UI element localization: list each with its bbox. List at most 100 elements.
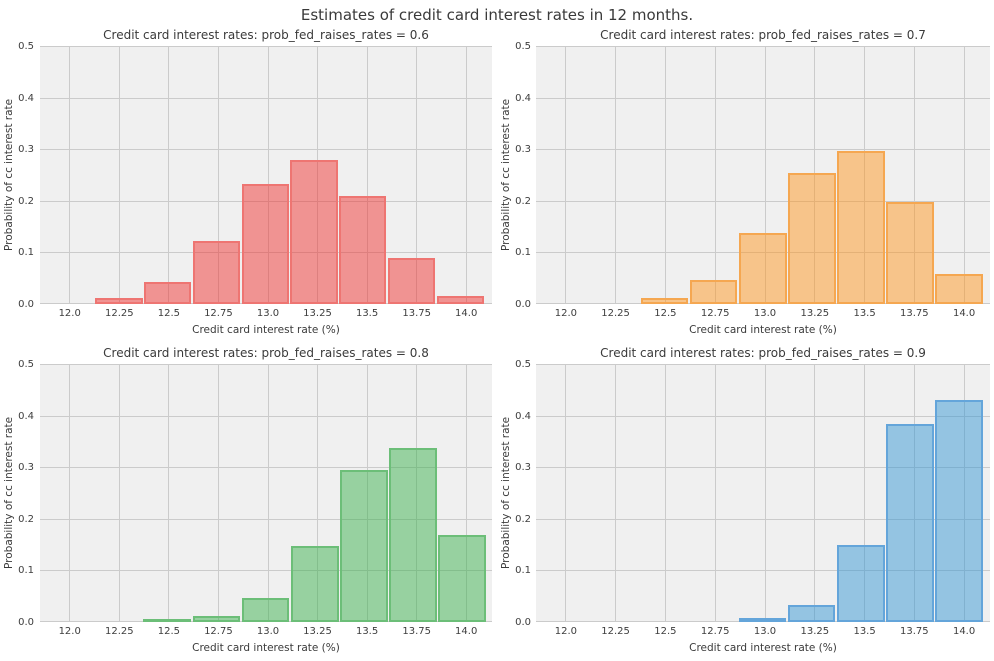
x-tick-label: 13.25 (800, 308, 830, 319)
x-tick-label: 13.25 (800, 626, 830, 637)
gridline-horizontal (40, 46, 492, 47)
gridline-horizontal (536, 415, 990, 417)
x-tick-label: 13.5 (853, 626, 876, 637)
y-tick-label: 0.0 (18, 617, 34, 628)
y-tick-label: 0.1 (515, 565, 531, 577)
x-tick-label: 12.5 (654, 626, 677, 637)
histogram-bar (241, 597, 290, 622)
histogram-bar (143, 619, 192, 622)
histogram-bar (95, 298, 143, 304)
plot-area (40, 46, 492, 304)
y-tick-label: 0.2 (18, 195, 34, 207)
x-tick-label: 12.0 (58, 626, 81, 637)
x-tick-labels: 12.0 12.25 12.5 12.75 13.0 13.25 13.5 13.75 14.0 (40, 625, 492, 639)
gridline-horizontal (536, 97, 990, 99)
gridline-horizontal (40, 415, 492, 417)
y-tick-labels: 0.0 0.1 0.2 0.3 0.4 0.5 (497, 359, 531, 628)
x-tick-label: 12.75 (700, 308, 730, 319)
gridline-vertical (118, 46, 120, 304)
gridline-vertical (565, 364, 567, 622)
gridline-vertical (615, 46, 617, 304)
gridline-vertical (714, 46, 716, 304)
gridline-vertical (864, 364, 866, 622)
x-tick-label: 12.0 (554, 626, 578, 637)
x-tick-label: 12.75 (204, 308, 233, 319)
x-tick-label: 13.0 (753, 308, 777, 319)
gridline-horizontal (536, 200, 990, 202)
x-tick-labels: 12.0 12.25 12.5 12.75 13.0 13.25 13.5 13.75 14.0 (40, 307, 492, 321)
y-tick-label: 0.1 (18, 565, 34, 577)
histogram-bar (339, 196, 387, 304)
x-tick-label: 13.75 (402, 626, 431, 637)
x-tick-label: 14.0 (952, 626, 976, 637)
histogram-bar (640, 298, 689, 304)
y-tick-label: 0.4 (515, 92, 531, 104)
histogram-bar (438, 535, 487, 622)
gridline-horizontal (536, 364, 990, 365)
y-tick-label: 0.4 (515, 410, 531, 422)
gridline-vertical (913, 46, 915, 304)
x-tick-label: 14.0 (455, 626, 478, 637)
gridline-vertical (465, 46, 467, 304)
gridline-horizontal (40, 467, 492, 469)
histogram-bar (837, 150, 885, 304)
x-tick-label: 13.5 (853, 308, 876, 319)
subplot-title: Credit card interest rates: prob_fed_rai… (600, 346, 926, 360)
gridline-vertical (416, 46, 418, 304)
y-tick-label: 0.2 (18, 513, 34, 525)
gridline-vertical (615, 364, 617, 622)
gridline-horizontal (536, 570, 990, 572)
y-tick-label: 0.5 (515, 41, 531, 52)
y-tick-label: 0.2 (515, 195, 531, 207)
gridline-vertical (267, 46, 269, 304)
histogram-bar (788, 172, 836, 304)
x-axis-label: Credit card interest rate (%) (192, 642, 340, 654)
gridline-vertical (168, 364, 170, 622)
x-tick-label: 12.25 (601, 626, 630, 637)
histogram-bar (738, 617, 787, 622)
gridline-horizontal (40, 97, 492, 99)
gridline-vertical (465, 364, 467, 622)
gridline-vertical (764, 364, 766, 622)
x-tick-label: 13.75 (899, 626, 929, 637)
x-tick-label: 13.0 (256, 626, 280, 637)
histogram-bar (935, 274, 983, 304)
gridline-vertical (217, 46, 219, 304)
gridline-vertical (565, 46, 567, 304)
x-tick-label: 12.75 (204, 626, 233, 637)
y-tick-label: 0.2 (515, 513, 531, 525)
histogram-bar (340, 470, 388, 622)
gridline-vertical (664, 364, 666, 622)
x-tick-labels: 12.0 12.25 12.5 12.75 13.0 13.25 13.5 13.75 14.0 (536, 307, 990, 321)
histogram-bar (689, 279, 738, 304)
y-tick-labels: 0.0 0.1 0.2 0.3 0.4 0.5 (0, 359, 34, 628)
gridline-horizontal (536, 467, 990, 469)
gridline-horizontal (536, 46, 990, 47)
subplot-prob-0.9: Credit card interest rates: prob_fed_rai… (497, 318, 994, 661)
gridline-vertical (267, 364, 269, 622)
gridline-vertical (714, 364, 716, 622)
y-tick-label: 0.3 (515, 462, 531, 474)
x-tick-label: 13.0 (256, 308, 280, 319)
x-tick-label: 12.5 (157, 308, 181, 319)
gridline-vertical (664, 46, 666, 304)
y-tick-label: 0.4 (18, 410, 34, 422)
x-axis-label: Credit card interest rate (%) (689, 642, 837, 654)
gridline-horizontal (536, 149, 990, 151)
y-tick-label: 0.5 (18, 359, 34, 370)
x-tick-label: 13.75 (402, 308, 431, 319)
figure-title: Estimates of credit card interest rates … (300, 6, 694, 24)
gridline-horizontal (40, 149, 492, 151)
histogram-bar (935, 400, 983, 622)
histogram-bar (192, 615, 241, 622)
histogram-bar (387, 257, 436, 304)
histogram-bar (389, 448, 437, 622)
y-tick-label: 0.4 (18, 92, 34, 104)
gridline-horizontal (536, 518, 990, 520)
gridline-vertical (168, 46, 170, 304)
x-tick-label: 13.0 (753, 626, 777, 637)
x-tick-label: 12.0 (58, 308, 81, 319)
subplot-title: Credit card interest rates: prob_fed_rai… (103, 346, 429, 360)
x-tick-label: 12.75 (700, 626, 730, 637)
y-tick-label: 0.5 (18, 41, 34, 52)
